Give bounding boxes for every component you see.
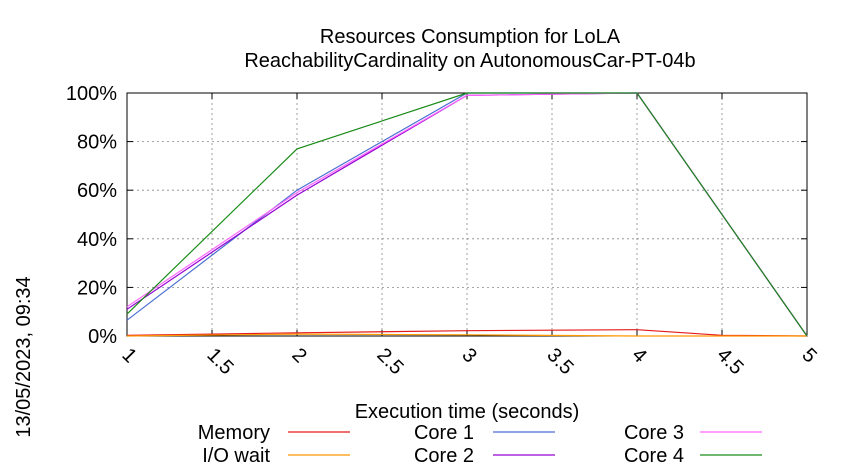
x-tick-label: 5 <box>797 344 820 367</box>
x-axis-label: Execution time (seconds) <box>355 401 580 423</box>
series-line-i-o-wait <box>126 333 807 337</box>
x-tick-label: 1 <box>117 344 140 367</box>
x-tick-label: 2.5 <box>372 344 407 379</box>
y-tick-label: 40% <box>77 229 117 251</box>
y-axis: 0% 20% 40% 60% 80% 100% <box>66 83 807 348</box>
x-tick-label: 3.5 <box>542 344 577 379</box>
x-tick-label: 2 <box>287 344 310 367</box>
x-tick-label: 4.5 <box>712 344 747 379</box>
y-tick-label: 0% <box>88 326 117 348</box>
y-tick-label: 20% <box>77 277 117 299</box>
grid <box>127 93 807 336</box>
x-tick-label: 1.5 <box>202 344 237 379</box>
y-tick-label: 100% <box>66 83 117 105</box>
legend-label-core-1: Core 1 <box>414 422 474 444</box>
legend-label-i-o-wait: I/O wait <box>202 445 270 467</box>
y-tick-label: 60% <box>77 180 117 202</box>
chart-subtitle: ReachabilityCardinality on AutonomousCar… <box>244 50 695 72</box>
chart-title: Resources Consumption for LoLA <box>320 26 621 48</box>
y-tick-label: 80% <box>77 132 117 154</box>
legend-label-core-4: Core 4 <box>624 445 684 467</box>
legend-label-core-2: Core 2 <box>414 445 474 467</box>
x-tick-label: 3 <box>457 344 480 367</box>
series-lines <box>126 92 808 337</box>
legend-label-core-3: Core 3 <box>624 422 684 444</box>
x-tick-label: 4 <box>627 344 650 367</box>
series-line-core-4 <box>126 92 808 337</box>
legend-label-memory: Memory <box>198 422 270 444</box>
timestamp-label: 13/05/2023, 09:34 <box>13 276 35 437</box>
